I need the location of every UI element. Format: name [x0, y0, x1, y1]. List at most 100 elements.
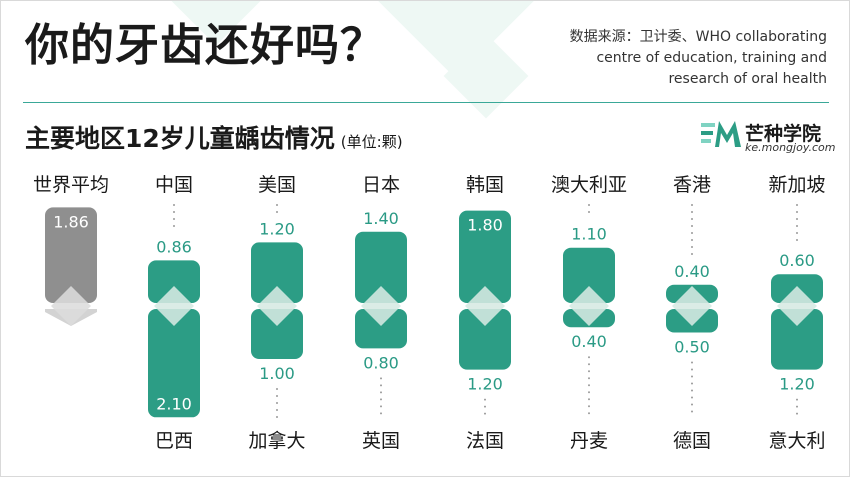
region-label-bottom: 丹麦: [570, 430, 608, 452]
value-label-bottom: 2.10: [156, 394, 192, 413]
leader-dot: [691, 246, 693, 248]
bar-bottom: [771, 309, 823, 370]
source-line: centre of education, training and: [596, 50, 827, 66]
center-diamond-icon: [569, 286, 609, 326]
leader-dot: [691, 239, 693, 241]
leader-dot: [380, 398, 382, 401]
center-diamond-icon: [154, 286, 194, 326]
leader-dot: [588, 398, 590, 401]
page-title: 你的牙齿还好吗？: [25, 20, 385, 71]
leader-dot: [588, 391, 590, 394]
region-label-bottom: 法国: [466, 430, 504, 452]
leader-dot: [796, 239, 798, 241]
logo-name: 芒种学院: [745, 123, 822, 145]
region-label-top: 新加坡: [768, 174, 825, 196]
leader-dot: [588, 370, 590, 373]
leader-dot: [796, 232, 798, 234]
unit-label: (单位:颗): [340, 133, 403, 151]
leader-dot: [276, 388, 278, 390]
leader-dot: [173, 211, 175, 213]
region-label-top: 中国: [155, 174, 193, 196]
bar-top: [459, 210, 511, 303]
leader-dot: [691, 368, 693, 371]
leader-dot: [380, 405, 382, 408]
bar-bottom: [251, 309, 303, 359]
leader-dot: [796, 204, 798, 206]
leader-dot: [796, 211, 798, 213]
leader-dot: [691, 211, 693, 213]
leader-dot: [691, 382, 693, 385]
region-label-bottom: 加拿大: [248, 429, 305, 452]
leader-dot: [588, 363, 590, 366]
leader-dot: [380, 377, 382, 380]
value-label-top: 0.60: [779, 251, 815, 270]
leader-dot: [276, 416, 278, 418]
center-diamond-icon: [361, 286, 401, 326]
region-label-world: 世界平均: [33, 174, 109, 196]
value-label-top: 1.10: [571, 225, 607, 244]
leader-dot: [173, 225, 175, 227]
leader-dot: [380, 391, 382, 394]
bar-bottom: [355, 309, 407, 349]
world-average-value: 1.86: [53, 212, 89, 231]
center-diamond-icon: [672, 286, 712, 326]
logo-mark-icon: [701, 121, 741, 147]
leader-dot: [484, 412, 486, 415]
leader-dot: [796, 218, 798, 220]
region-label-top: 韩国: [466, 174, 504, 196]
leader-dot: [380, 384, 382, 387]
value-label-top: 1.20: [259, 219, 295, 238]
region-label-top: 日本: [362, 174, 400, 196]
leader-dot: [691, 389, 693, 392]
leader-dot: [796, 405, 798, 408]
leader-dot: [484, 398, 486, 401]
leader-dot: [691, 204, 693, 206]
leader-dot: [276, 204, 278, 206]
data-source: 数据来源：卫计委、WHO collaborating centre of edu…: [570, 27, 827, 90]
leader-dot: [588, 211, 590, 213]
leader-dot: [380, 412, 382, 415]
region-label-bottom: 意大利: [768, 430, 825, 452]
leader-dot: [796, 412, 798, 415]
subtitle-text: 主要地区12岁儿童龋齿情况: [25, 124, 335, 153]
leader-dot: [276, 395, 278, 397]
bar-top: [355, 231, 407, 303]
leader-dot: [691, 361, 693, 364]
leader-dot: [796, 398, 798, 401]
region-label-bottom: 英国: [362, 430, 400, 452]
value-label-bottom: 0.80: [363, 353, 399, 372]
center-diamond-icon: [465, 286, 505, 326]
value-label-top: 0.86: [156, 237, 192, 256]
chart-subtitle: 主要地区12岁儿童龋齿情况 (单位:颗): [25, 119, 403, 155]
leader-dot: [588, 412, 590, 415]
leader-dot: [588, 384, 590, 387]
value-label-bottom: 0.40: [571, 332, 607, 351]
region-label-bottom: 巴西: [155, 430, 193, 452]
leader-dot: [276, 211, 278, 213]
leader-dot: [276, 402, 278, 404]
leader-dot: [173, 204, 175, 206]
bar-bottom: [459, 309, 511, 370]
leader-dot: [691, 225, 693, 227]
leader-dot: [691, 253, 693, 255]
value-label-top: 1.80: [467, 216, 503, 235]
center-diamond-icon: [257, 286, 297, 326]
leader-dot: [691, 403, 693, 406]
leader-dot: [691, 375, 693, 378]
leader-dot: [691, 396, 693, 399]
value-label-bottom: 1.20: [467, 375, 503, 394]
bar-bottom: [148, 309, 200, 418]
leader-dot: [484, 405, 486, 408]
center-diamond-icon: [777, 286, 817, 326]
value-label-top: 0.40: [674, 262, 710, 281]
world-average-bar: [45, 207, 97, 303]
region-label-top: 香港: [673, 174, 711, 196]
source-line: 数据来源：卫计委、WHO collaborating: [569, 29, 827, 45]
logo-url: ke.mongjoy.com: [745, 141, 836, 154]
source-line: research of oral health: [668, 71, 827, 87]
leader-dot: [173, 218, 175, 220]
region-label-bottom: 德国: [673, 430, 711, 452]
header-divider: [23, 102, 829, 103]
